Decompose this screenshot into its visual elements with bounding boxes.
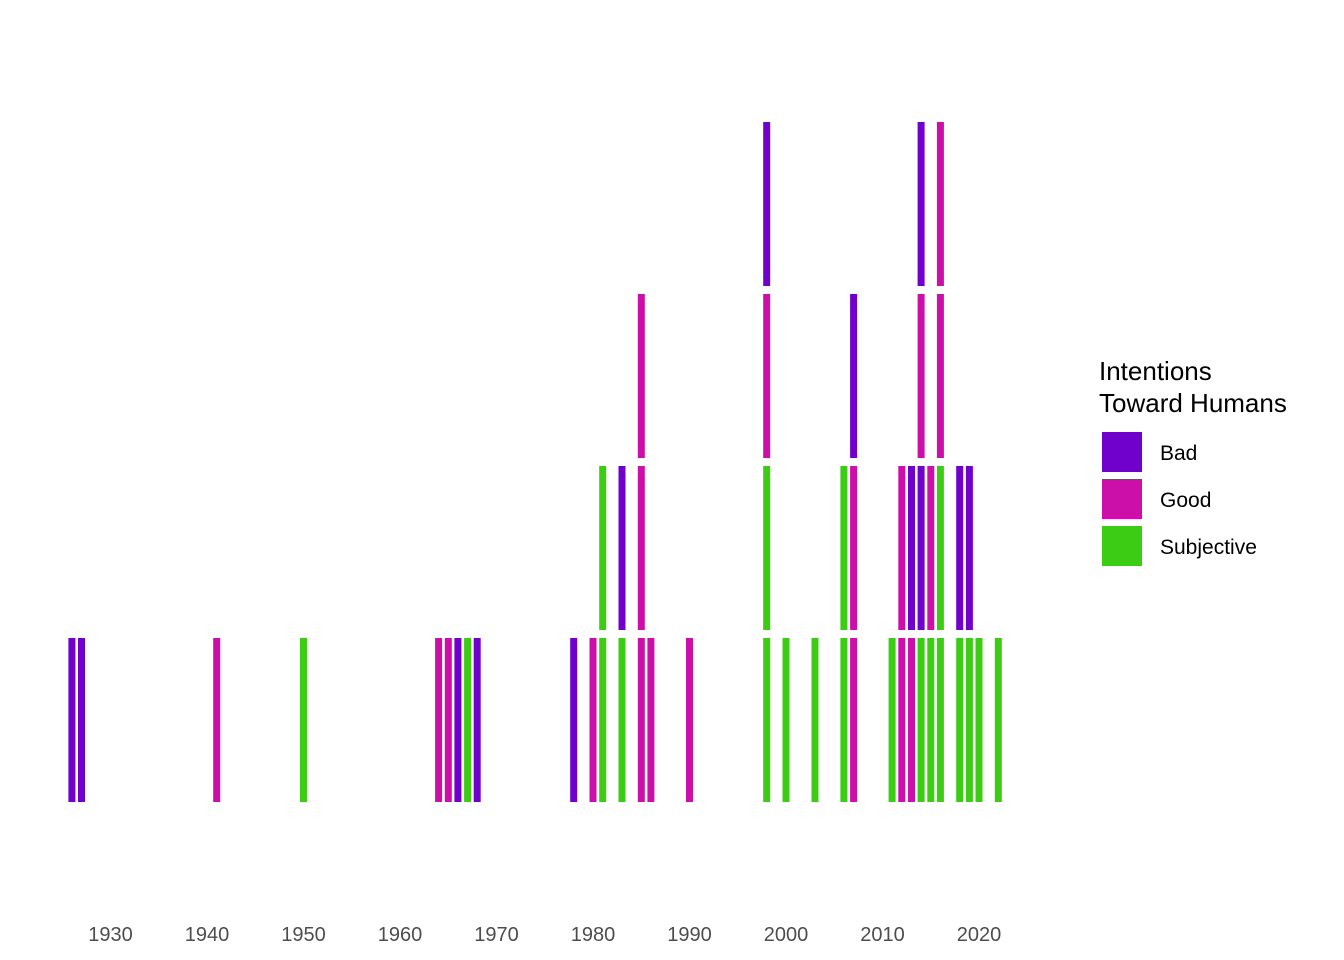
bar-2000-1 xyxy=(782,638,790,802)
legend-swatch-good xyxy=(1102,479,1142,519)
bar-2018-2 xyxy=(956,466,964,630)
bar-1990-1 xyxy=(686,638,693,802)
bar-2018-1 xyxy=(956,638,964,802)
bar-1950-1 xyxy=(300,638,307,802)
bar-1967-1 xyxy=(464,638,472,802)
bar-2013-1 xyxy=(908,638,915,802)
bar-2022-1 xyxy=(994,638,1002,802)
bar-1980-1 xyxy=(589,638,597,802)
legend: Intentions Toward Humans Bad Good Subjecti… xyxy=(1099,356,1287,566)
legend-label-good: Good xyxy=(1160,489,1211,512)
x-tick-label-1990: 1990 xyxy=(667,924,712,946)
x-tick-label-2000: 2000 xyxy=(764,924,809,946)
legend-label-subjective: Subjective xyxy=(1160,536,1257,559)
bar-2016-1 xyxy=(936,638,944,802)
bar-2011-1 xyxy=(888,638,896,802)
bar-2007-2 xyxy=(850,466,858,630)
bar-1965-1 xyxy=(444,638,452,802)
bar-2013-2 xyxy=(908,466,915,630)
x-tick-label-1950: 1950 xyxy=(281,924,326,946)
bar-2007-3 xyxy=(850,294,858,458)
bar-1985-3 xyxy=(637,294,645,458)
x-tick-label-2010: 2010 xyxy=(860,924,905,946)
bar-2016-2 xyxy=(936,466,944,630)
bar-1986-1 xyxy=(647,638,655,802)
bar-2014-4 xyxy=(917,122,925,286)
x-tick-label-1970: 1970 xyxy=(474,924,519,946)
bar-1966-1 xyxy=(454,638,462,802)
bar-2019-1 xyxy=(965,638,973,802)
legend-swatch-subjective xyxy=(1102,526,1142,566)
bar-2006-2 xyxy=(840,466,848,630)
bar-2007-1 xyxy=(850,638,858,802)
bar-1981-2 xyxy=(599,466,607,630)
bar-1983-2 xyxy=(618,466,626,630)
bar-1968-1 xyxy=(473,638,481,802)
legend-title-line-2: Toward Humans xyxy=(1099,388,1287,418)
bar-2012-1 xyxy=(898,638,906,802)
legend-keys: Bad Good Subjective xyxy=(1102,432,1257,566)
bar-2003-1 xyxy=(811,638,819,802)
bar-2014-1 xyxy=(917,638,925,802)
bar-1998-2 xyxy=(763,466,771,630)
legend-label-bad: Bad xyxy=(1160,442,1197,465)
bar-2014-3 xyxy=(917,294,925,458)
bar-1926-1 xyxy=(68,638,76,802)
x-tick-label-1980: 1980 xyxy=(571,924,616,946)
bar-2016-4 xyxy=(936,122,944,286)
bar-2020-1 xyxy=(975,638,983,802)
bar-2015-2 xyxy=(927,466,935,630)
bar-2012-2 xyxy=(898,466,906,630)
bar-2006-1 xyxy=(840,638,848,802)
x-tick-label-1960: 1960 xyxy=(378,924,423,946)
bar-1998-1 xyxy=(763,638,771,802)
bar-layer xyxy=(68,122,1002,802)
bar-2019-2 xyxy=(965,466,973,630)
bar-1941-1 xyxy=(213,638,221,802)
x-tick-label-2020: 2020 xyxy=(957,924,1002,946)
x-tick-label-1940: 1940 xyxy=(185,924,230,946)
bar-1998-4 xyxy=(763,122,771,286)
bar-1981-1 xyxy=(599,638,607,802)
bar-1964-1 xyxy=(435,638,443,802)
bar-2016-3 xyxy=(936,294,944,458)
bar-1978-1 xyxy=(570,638,578,802)
legend-title-line-1: Intentions xyxy=(1099,356,1212,386)
bar-1998-3 xyxy=(763,294,771,458)
bar-1983-1 xyxy=(618,638,626,802)
x-axis-ticks: 1930 1940 1950 1960 1970 1980 1990 2000 2010 2020 xyxy=(88,924,1001,946)
bar-2015-1 xyxy=(927,638,935,802)
bar-2014-2 xyxy=(917,466,925,630)
bar-1927-1 xyxy=(78,638,85,802)
bar-1985-1 xyxy=(637,638,645,802)
x-tick-label-1930: 1930 xyxy=(88,924,133,946)
bar-1985-2 xyxy=(637,466,645,630)
legend-swatch-bad xyxy=(1102,432,1142,472)
